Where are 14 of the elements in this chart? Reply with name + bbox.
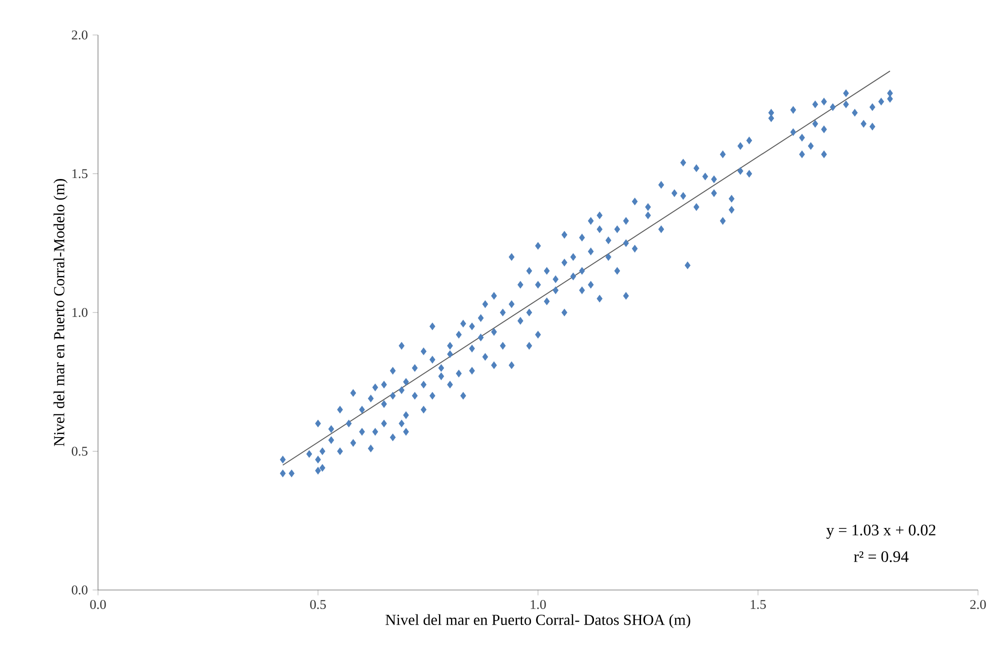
y-tick-label: 0.5 xyxy=(72,446,88,456)
annotation: r² = 0.94 xyxy=(854,551,909,562)
annotation: y = 1.03 x + 0.02 xyxy=(826,524,936,539)
y-tick-label: 1.5 xyxy=(72,169,88,178)
y-tick-label: 2.0 xyxy=(72,30,88,40)
x-tick-label: 0.0 xyxy=(90,600,106,610)
x-tick-label: 1.0 xyxy=(530,600,546,610)
y-axis-title: Nivel del mar en Puerto Corral-Modelo (m) xyxy=(54,179,68,446)
x-tick-label: 1.5 xyxy=(750,600,766,610)
x-axis-title: Nivel del mar en Puerto Corral- Datos SHOA (m) xyxy=(386,614,690,628)
x-tick-label: 2.0 xyxy=(970,600,986,610)
y-tick-label: 1.0 xyxy=(72,308,88,318)
y-tick-label: 0.0 xyxy=(72,585,88,595)
x-tick-label: 0.5 xyxy=(310,600,326,610)
